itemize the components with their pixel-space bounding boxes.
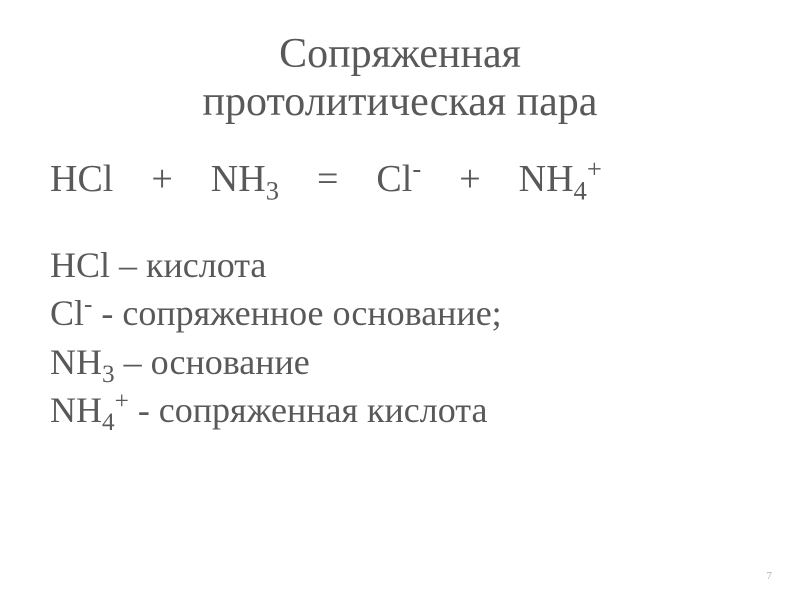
def3-text: – основание (115, 342, 310, 382)
product-1-sup: - (412, 153, 421, 183)
def4-formula-base: NH (50, 390, 102, 430)
equals-operator: = (317, 158, 338, 200)
title-line-1: Сопряженная (50, 30, 750, 78)
definition-line-4: NH4+ - сопряженная кислота (50, 386, 750, 435)
title-line-2: протолитическая пара (50, 78, 750, 126)
definition-line-2: Cl- - сопряженное основание; (50, 289, 750, 338)
def4-formula-sub: 4 (102, 410, 115, 437)
reactant-1: HCl (50, 158, 113, 200)
def3-formula-sub: 3 (102, 361, 115, 388)
plus-operator: + (151, 158, 172, 200)
def1-text: – кислота (110, 245, 266, 285)
def4-text: - сопряженная кислота (129, 390, 488, 430)
def2-text: - сопряженное основание; (92, 293, 501, 333)
chemical-equation: HCl + NH3 = Cl- + NH4+ (50, 157, 750, 201)
product-2-sub: 4 (574, 175, 587, 205)
reactant-2-base: NH (211, 158, 266, 200)
def4-formula-sup: + (115, 388, 129, 415)
product-2-sup: + (587, 153, 602, 183)
definitions-block: HCl – кислота Cl- - сопряженное основани… (50, 241, 750, 435)
definition-line-1: HCl – кислота (50, 241, 750, 290)
def1-formula: HCl (50, 245, 110, 285)
reactant-2-sub: 3 (266, 175, 279, 205)
definition-line-3: NH3 – основание (50, 338, 750, 387)
def3-formula-base: NH (50, 342, 102, 382)
slide-title: Сопряженная протолитическая пара (50, 30, 750, 127)
product-1-base: Cl (376, 158, 412, 200)
product-2-base: NH (519, 158, 574, 200)
def2-formula-base: Cl (50, 293, 84, 333)
plus-operator-2: + (459, 158, 480, 200)
page-number: 7 (767, 570, 773, 582)
